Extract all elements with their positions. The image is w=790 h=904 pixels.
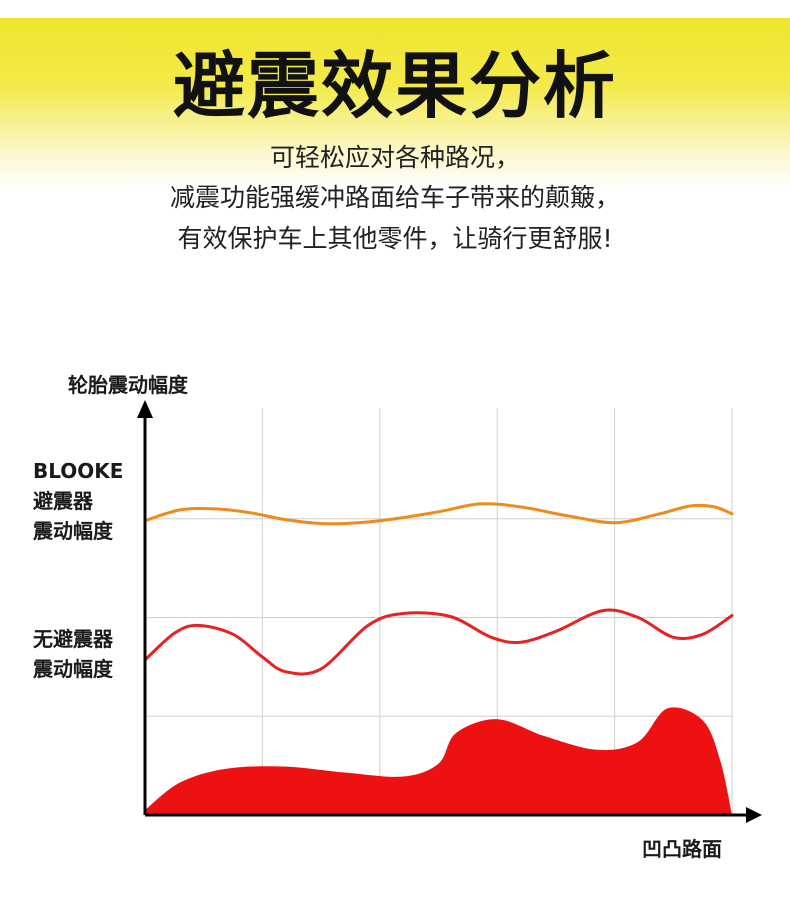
page-title: 避震效果分析 xyxy=(172,44,617,128)
blooke-vibration-line xyxy=(143,502,734,526)
no-shock-series-label: 无避震器 震动幅度 xyxy=(33,624,113,684)
subtitle-line-3: 有效保护车上其他零件，让骑行更舒服! xyxy=(177,224,613,253)
blooke-series-label: BLOOKE 避震器 震动幅度 xyxy=(33,456,123,546)
no-shock-label-line-1: 无避震器 xyxy=(33,627,113,651)
subtitle-line-1: 可轻松应对各种路况， xyxy=(269,143,520,172)
no-shock-label-line-2: 震动幅度 xyxy=(33,657,113,681)
title-banner xyxy=(0,18,790,188)
blooke-label-line-3: 震动幅度 xyxy=(33,519,113,543)
x-axis-arrow-icon xyxy=(746,807,762,823)
x-axis-label: 凹凸路面 xyxy=(642,837,722,861)
blooke-label-line-2: 避震器 xyxy=(33,489,93,513)
road-bump-area xyxy=(145,707,732,815)
y-axis-label: 轮胎震动幅度 xyxy=(68,373,188,397)
no-shock-vibration-line xyxy=(143,608,734,676)
blooke-label-line-1: BLOOKE xyxy=(33,459,124,483)
y-axis-arrow-icon xyxy=(137,400,153,418)
subtitle-line-2: 减震功能强缓冲路面给车子带来的颠簸， xyxy=(169,183,620,212)
